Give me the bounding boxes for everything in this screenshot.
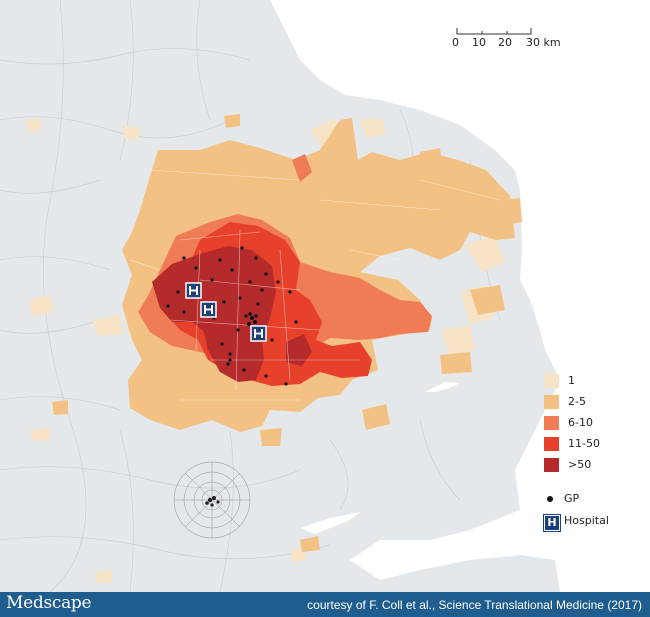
hospital-marker: [185, 282, 202, 299]
scale-tick-label: 30 km: [526, 36, 561, 49]
scale-tick-label: 20: [498, 36, 512, 49]
region-6-10-north: [292, 154, 312, 182]
legend-item-gp: GP: [544, 490, 644, 512]
legend-item: 2-5: [544, 393, 644, 414]
legend-swatch: [544, 437, 559, 451]
legend-label: 2-5: [568, 395, 586, 408]
medscape-logo[interactable]: Medscape: [6, 593, 92, 613]
colored-district-lines: [129, 169, 501, 401]
map-canvas: [0, 0, 650, 592]
hospital-icon: H: [544, 515, 560, 531]
gp-dot-icon: [547, 496, 553, 502]
legend-item-hospital: H Hospital: [544, 512, 644, 534]
legend-swatch: [544, 458, 559, 472]
footer-bar: Medscape courtesy of F. Coll et al., Sci…: [0, 592, 650, 617]
scale-tick-label: 0: [452, 36, 459, 49]
hospital-marker: [200, 301, 217, 318]
legend-label: 6-10: [568, 416, 593, 429]
legend-item: 1: [544, 372, 644, 393]
legend-swatch: [544, 416, 559, 430]
region-2-5-outlying: [52, 114, 522, 552]
district-boundaries: [0, 0, 501, 592]
legend-label: 1: [568, 374, 575, 387]
legend-swatch: [544, 395, 559, 409]
estuary-south: [300, 512, 360, 534]
legend-label: 11-50: [568, 437, 600, 450]
legend-item: 6-10: [544, 414, 644, 435]
case-count-legend: 1 2-5 6-10 11-50 >50: [544, 372, 644, 477]
image-credit: courtesy of F. Coll et al., Science Tran…: [307, 598, 642, 612]
legend-swatch: [544, 374, 559, 388]
estuary-east: [425, 382, 460, 392]
marker-legend: GP H Hospital: [544, 490, 644, 534]
gp-locations: [166, 246, 298, 386]
hospital-marker: [250, 325, 267, 342]
scale-bar: 0 10 20 30 km: [450, 28, 561, 56]
hospital-legend-label: Hospital: [564, 514, 609, 527]
scale-bar-line: [456, 28, 532, 35]
region-over-50-east: [286, 334, 312, 366]
london-gp-cluster: [205, 496, 220, 507]
legend-item: >50: [544, 456, 644, 477]
london-dense-boundaries: [173, 461, 251, 539]
legend-label: >50: [568, 458, 592, 471]
legend-item: 11-50: [544, 435, 644, 456]
gp-legend-label: GP: [564, 492, 580, 505]
scale-tick-label: 10: [472, 36, 486, 49]
